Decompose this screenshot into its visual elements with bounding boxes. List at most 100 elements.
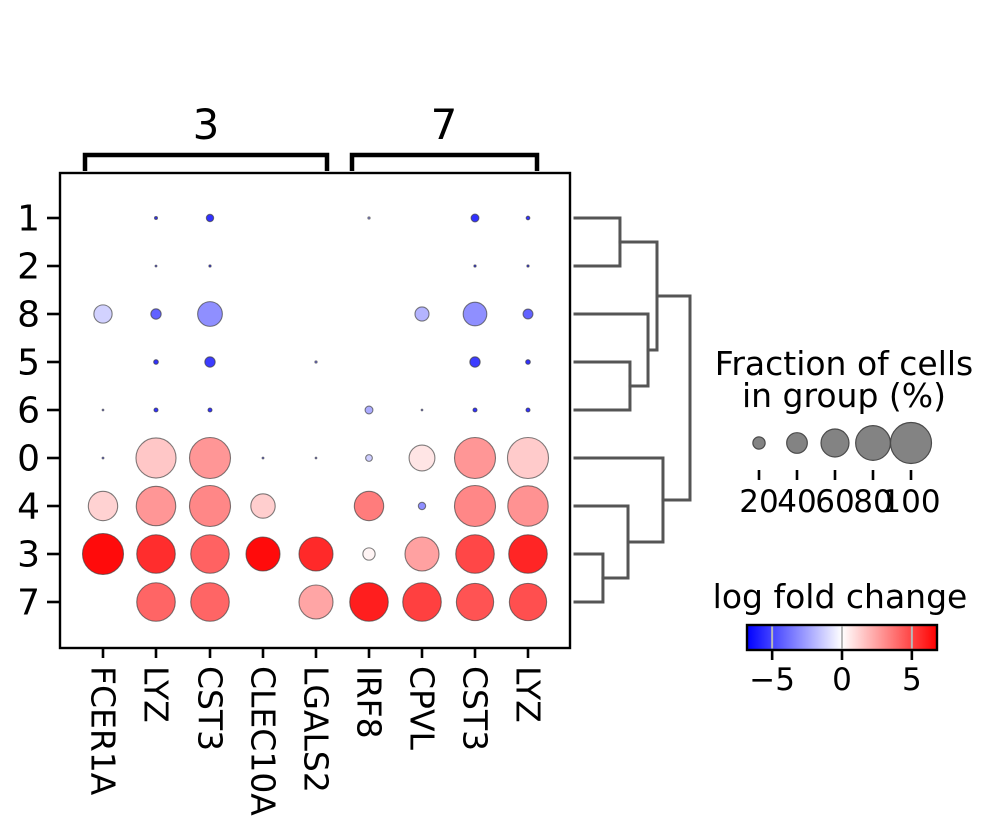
size-legend-dot [855,425,891,461]
dot-cluster2-LYZ [526,264,530,268]
dot-cluster7-CPVL [402,582,442,622]
row-label: 5 [17,343,40,384]
dendrogram-link [573,360,632,412]
colorbar-tick-label: 5 [902,662,922,698]
dot-cluster1-CST3 [205,213,215,223]
gene-group-label: 3 [193,100,220,149]
dot-cluster4-FCER1A [87,490,119,522]
size-legend-number: 40 [777,484,816,520]
dot-cluster8-CST3 [197,301,223,327]
row-label: 7 [17,583,40,624]
dot-cluster8-FCER1A [93,304,113,324]
row-label: 2 [17,247,40,288]
dot-cluster3-CST3 [190,534,230,574]
row-label: 4 [17,487,40,528]
colorbar-tick-labels: −5 0 5 [749,662,921,698]
dot-cluster0-CPVL [408,444,436,472]
dot-cluster4-LYZ [507,485,549,527]
dot-cluster3-CLEC10A [245,536,281,572]
row-label: 8 [17,295,40,336]
size-legend-dot [786,432,808,454]
dot-cluster8-CST3 [462,301,488,327]
dot-cluster4-CLEC10A [250,493,276,519]
dot-cluster3-CPVL [404,536,440,572]
row-label: 0 [17,439,40,480]
dot-cluster6-LYZ [153,407,159,413]
gene-group-label: 7 [431,100,458,149]
colorbar-inner-ticks [771,626,913,649]
dot-cluster1-LYZ [153,215,159,221]
dot-cluster0-LYZ [506,436,550,480]
dot-cluster7-IRF8 [349,582,389,622]
dot-cluster4-CST3 [453,484,497,528]
size-legend-title-line2: in group (%) [742,376,946,415]
dot-cluster1-CST3 [470,213,480,223]
dot-cluster3-CST3 [455,534,495,574]
size-legend-ticks [757,470,913,480]
dot-cluster5-LGALS2 [314,360,318,364]
dot-cluster7-CST3 [455,582,495,622]
dendrogram-link [573,216,622,268]
dot-cluster6-IRF8 [364,405,374,415]
dot-cluster4-IRF8 [353,490,385,522]
column-label: LYZ [136,666,175,723]
size-legend-title-line1: Fraction of cells [715,344,974,383]
column-label: CLEC10A [243,666,282,816]
dot-cluster5-LYZ [525,359,531,365]
column-labels: FCER1A LYZ CST3 CLEC10A LGALS2 IRF8 CPVL CST3 LY… [83,666,547,816]
size-legend-dots [752,421,933,465]
colorbar-ticks [770,650,914,660]
dot-cluster0-CLEC10A [261,456,265,460]
dot-cluster4-CPVL [417,501,427,511]
dot-cluster0-CST3 [453,436,497,480]
colorbar-legend: log fold change −5 0 5 [713,577,968,698]
row-label: 1 [17,199,40,240]
dot-cluster3-IRF8 [362,547,376,561]
dendrogram [573,216,692,604]
x-axis-ticks [101,648,530,658]
size-legend-number: 80 [853,484,892,520]
dot-cluster0-LYZ [135,437,177,479]
column-label: IRF8 [349,666,388,739]
dot-cluster5-CST3 [204,356,216,368]
dot-cluster2-CST3 [473,264,477,268]
dendrogram-link [618,240,659,352]
column-label: FCER1A [83,666,122,796]
dot-cluster6-CST3 [472,407,478,413]
column-label: CST3 [190,666,229,751]
dot-cluster3-LYZ [136,534,176,574]
dot-cluster2-CST3 [208,264,212,268]
dot-matrix [81,213,550,622]
dot-cluster3-FCER1A [81,532,125,576]
column-label: CST3 [455,666,494,751]
gene-group-bracket [349,152,540,171]
dot-cluster7-CST3 [190,582,230,622]
dot-cluster8-LYZ [150,308,162,320]
column-label: LYZ [508,666,547,723]
colorbar-title: log fold change [713,577,968,616]
dot-cluster6-CST3 [207,407,213,413]
dot-cluster2-LYZ [154,264,158,268]
dot-cluster6-CPVL [420,408,424,412]
row-labels: 1 2 8 5 6 0 4 3 7 [17,199,40,624]
column-label: CPVL [402,666,441,751]
dot-cluster4-CST3 [188,484,232,528]
dot-cluster0-IRF8 [365,454,373,462]
size-legend-dot [752,436,766,450]
dot-cluster7-LYZ [136,582,176,622]
dot-cluster3-LGALS2 [298,536,334,572]
dot-cluster7-LYZ [508,582,548,622]
dot-cluster8-LYZ [522,308,534,320]
y-axis-ticks [47,216,60,604]
dot-cluster3-LYZ [508,534,548,574]
dendrogram-link [573,456,665,544]
plot-frame [58,171,572,650]
dendrogram-link [655,294,692,502]
dot-cluster8-CPVL [414,306,430,322]
dot-cluster6-LYZ [525,407,531,413]
size-legend-number: 20 [739,484,778,520]
